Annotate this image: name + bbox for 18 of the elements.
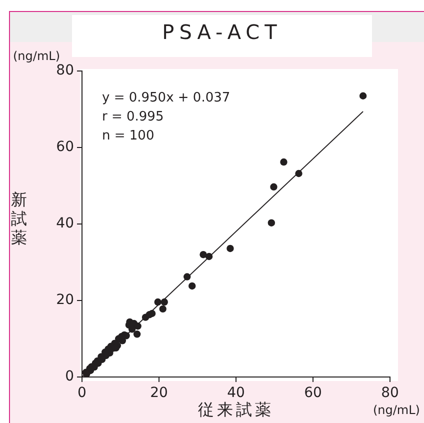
y-axis-title: 新試薬 [11,190,27,248]
x-tick-label: 60 [304,385,322,402]
text: (ng/mL) [13,49,60,64]
annotation: y = 0.950x + 0.037 [102,90,230,106]
x-tick-label: 80 [381,385,399,402]
text: (ng/mL) [372,403,420,418]
annotation: r = 0.995 [102,109,164,124]
x-tick-label: 40 [227,385,245,402]
x-tick-label: 0 [78,385,86,402]
annotation: n = 100 [102,128,154,144]
y-tick-label: 20 [56,292,74,308]
x-tick-label: 20 [150,385,168,402]
y-tick-label: 60 [56,139,74,156]
y-tick-label: 80 [56,62,74,79]
y-tick-label: 40 [56,216,74,232]
x-axis-title: 従来試薬 [198,400,274,420]
chart-title: PSA-ACT [162,20,282,44]
y-tick-label: 0 [65,368,74,385]
